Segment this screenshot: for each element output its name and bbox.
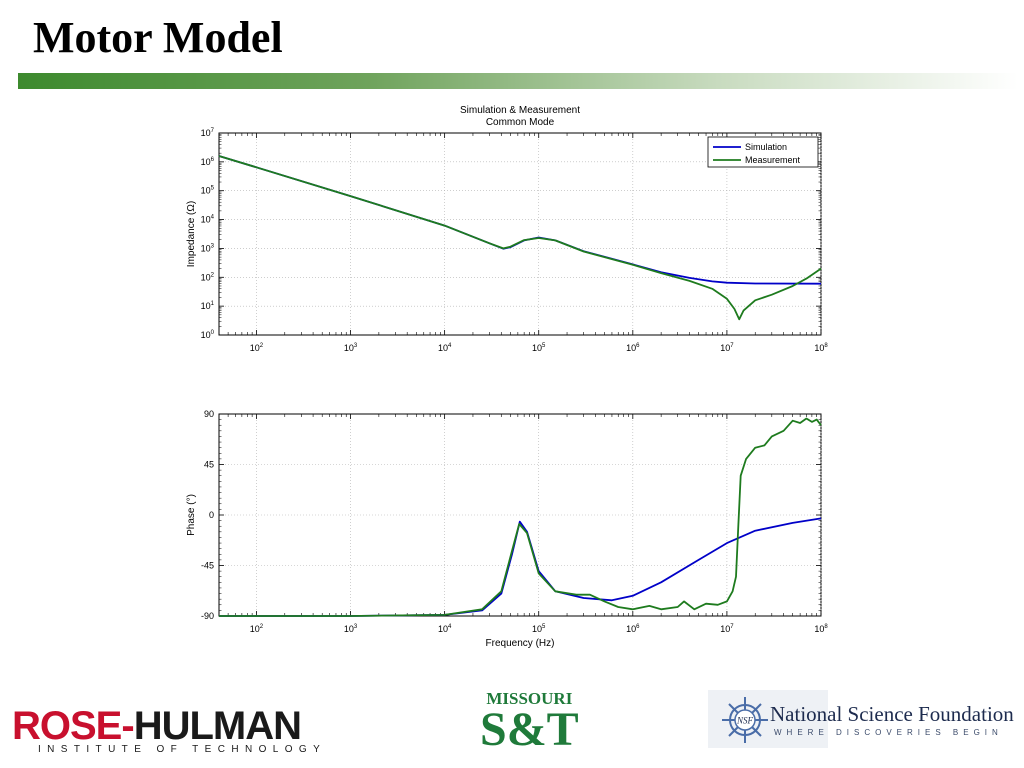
y-tick-label: 101	[201, 301, 215, 311]
y-tick-label: -90	[201, 611, 214, 621]
rose-hulman-logo-rose: ROSE	[12, 704, 122, 748]
y-tick-label: 102	[201, 272, 215, 282]
missouri-st-logo: MISSOURI S&T	[480, 690, 579, 754]
nsf-badge-text: NSF	[736, 716, 754, 726]
y-axis-label: Impedance (Ω)	[186, 201, 197, 267]
slide-title: Motor Model	[33, 13, 283, 62]
rose-hulman-logo-subtitle: INSTITUTE OF TECHNOLOGY	[38, 744, 327, 755]
x-tick-label: 103	[344, 624, 358, 634]
x-tick-label: 104	[438, 624, 452, 634]
series-line-measurement	[218, 155, 822, 321]
x-tick-label: 104	[438, 343, 452, 353]
chart-title: Simulation & Measurement	[460, 105, 580, 116]
x-tick-label: 105	[532, 343, 546, 353]
x-tick-label: 108	[814, 624, 828, 634]
x-tick-label: 102	[250, 343, 264, 353]
chart-subtitle: Common Mode	[486, 117, 555, 128]
y-tick-label: 90	[204, 409, 214, 419]
nsf-name: National Science Foundation	[770, 702, 1014, 726]
y-tick-label: 106	[201, 157, 215, 167]
legend: Simulation Measurement	[707, 136, 819, 168]
y-tick-label: 45	[204, 460, 214, 470]
nsf-globe-icon: NSF	[722, 697, 768, 743]
rose-hulman-logo: ROSE-HULMAN INSTITUTE OF TECHNOLOGY	[12, 704, 327, 755]
chart-1: 102 103 104 105 106 107 108 100 101 102 103 104 105 1…	[186, 105, 828, 353]
y-tick-label: 0	[209, 510, 214, 520]
rose-hulman-logo-hulman: HULMAN	[133, 704, 302, 748]
x-tick-label: 107	[720, 624, 734, 634]
nsf-logo: NSF National Science Foundation WHERE DI…	[708, 690, 1014, 752]
y-tick-label: -45	[201, 561, 214, 571]
legend-box	[707, 136, 819, 168]
x-tick-label: 106	[626, 624, 640, 634]
x-tick-label: 102	[250, 624, 264, 634]
y-tick-label: 100	[201, 330, 215, 340]
x-tick-label: 106	[626, 343, 640, 353]
chart-2: 102 103 104 105 106 107 108 90 45 0 -45 -90 Frequenc…	[186, 409, 828, 649]
x-tick-label: 108	[814, 343, 828, 353]
legend-label-simulation: Simulation	[745, 142, 787, 152]
missouri-st-logo-main: S&T	[480, 703, 579, 756]
x-tick-label: 103	[344, 343, 358, 353]
series-line-measurement	[219, 417, 822, 617]
x-tick-label: 105	[532, 624, 546, 634]
y-tick-label: 104	[201, 215, 215, 225]
y-tick-label: 103	[201, 243, 215, 253]
title-underline-bar	[18, 73, 1018, 89]
legend-label-measurement: Measurement	[745, 155, 801, 165]
x-axis-label: Frequency (Hz)	[486, 638, 555, 649]
y-tick-label: 105	[201, 186, 215, 196]
y-axis-label: Phase (°)	[186, 494, 197, 536]
y-tick-label: 107	[201, 128, 215, 138]
nsf-tagline: WHERE DISCOVERIES BEGIN	[774, 728, 1003, 737]
x-tick-label: 107	[720, 343, 734, 353]
missouri-st-logo-top: MISSOURI	[486, 689, 573, 708]
